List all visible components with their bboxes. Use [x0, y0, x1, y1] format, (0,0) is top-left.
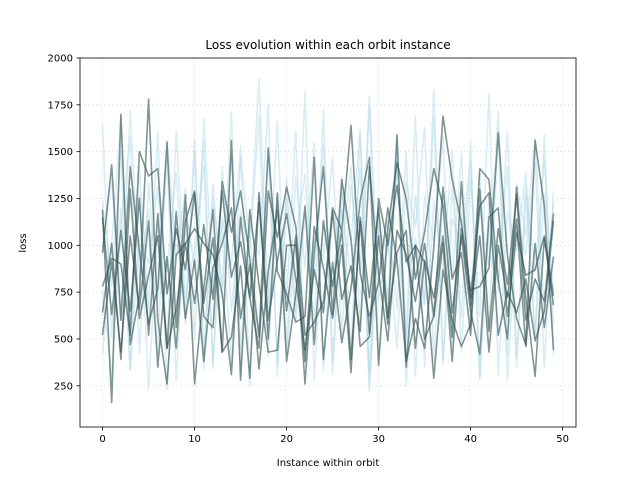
- x-tick-label: 30: [372, 434, 385, 445]
- x-tick-label: 40: [464, 434, 477, 445]
- x-tick-label: 10: [188, 434, 201, 445]
- y-tick-label: 1000: [48, 241, 73, 252]
- y-axis-ticks: 250 500 750 1000 1250 1500 1750 2000: [48, 54, 80, 392]
- y-tick-label: 1500: [48, 147, 73, 158]
- dark-series-group: [101, 98, 555, 404]
- y-tick-label: 1250: [48, 194, 73, 205]
- dark-series-line: [101, 165, 555, 352]
- y-axis-label: loss: [18, 233, 29, 252]
- plot-frame: [79, 57, 577, 428]
- x-tick-label: 50: [556, 434, 569, 445]
- y-tick-label: 1750: [48, 100, 73, 111]
- dark-series-line: [101, 180, 555, 374]
- y-tick-label: 750: [54, 288, 73, 299]
- x-tick-label: 0: [99, 434, 105, 445]
- chart-title: Loss evolution within each orbit instanc…: [205, 38, 450, 52]
- y-tick-label: 2000: [48, 54, 73, 65]
- y-tick-label: 250: [54, 381, 73, 392]
- dark-series-line: [101, 134, 555, 385]
- x-tick-label: 20: [280, 434, 293, 445]
- y-tick-label: 500: [54, 334, 73, 345]
- x-axis-ticks: 0 10 20 30 40 50: [99, 427, 569, 445]
- x-axis-label: Instance within orbit: [277, 458, 380, 469]
